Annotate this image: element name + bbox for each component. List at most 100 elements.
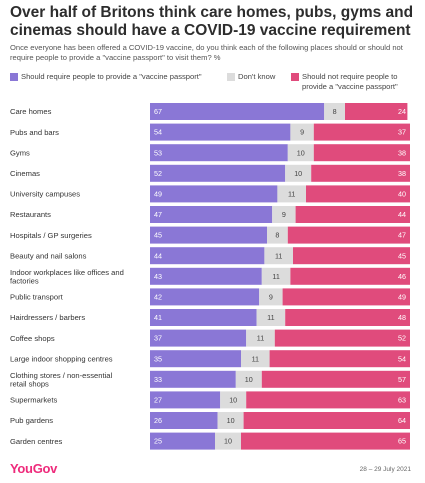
value-label-dont-know-gyms: 10 [297, 148, 305, 157]
value-label-require-large-indoor-shopping-centres: 35 [154, 354, 162, 363]
value-label-require-clothing-stores-non-essential-retail-shops: 33 [154, 375, 162, 384]
value-label-dont-know-university-campuses: 11 [288, 190, 295, 199]
value-label-not-require-gyms: 38 [398, 148, 406, 157]
value-label-not-require-hospitals-gp-surgeries: 47 [398, 231, 406, 240]
bar-dont-know-university-campuses [277, 185, 306, 203]
bar-dont-know-hospitals-gp-surgeries [267, 226, 288, 244]
bar-not-require-large-indoor-shopping-centres [269, 350, 410, 368]
bar-dont-know-public-transport [259, 288, 283, 306]
category-label-indoor-workplaces-like-offices-and-factories: Indoor workplaces like offices and factor… [10, 268, 124, 286]
category-label-garden-centres: Garden centres [10, 437, 63, 446]
bar-require-hairdressers-barbers [150, 309, 257, 326]
bar-dont-know-supermarkets [220, 391, 247, 409]
value-label-require-cinemas: 52 [154, 169, 162, 178]
value-label-require-university-campuses: 49 [154, 190, 162, 199]
bar-dont-know-care-homes [324, 103, 345, 120]
bar-dont-know-cinemas [285, 164, 312, 182]
bar-require-public-transport [150, 288, 260, 306]
bar-not-require-care-homes [345, 103, 408, 120]
value-label-require-coffee-shops: 37 [154, 334, 162, 343]
bar-require-pub-gardens [150, 412, 218, 429]
value-label-not-require-care-homes: 24 [398, 107, 406, 116]
bar-dont-know-pub-gardens [217, 412, 244, 429]
value-label-require-supermarkets: 27 [154, 396, 162, 405]
value-label-require-care-homes: 67 [154, 107, 162, 116]
value-label-dont-know-pubs-and-bars: 9 [300, 128, 304, 137]
legend-label-require: Should require people to provide a "vacc… [21, 72, 202, 81]
chart-subtitle: Once everyone has been offered a COVID-1… [10, 43, 403, 62]
value-label-dont-know-clothing-stores-non-essential-retail-shops: 10 [245, 375, 253, 384]
bar-not-require-indoor-workplaces-like-offices-and-factories [290, 267, 410, 285]
bar-dont-know-hairdressers-barbers [256, 309, 286, 326]
category-label-coffee-shops: Coffee shops [10, 334, 55, 343]
value-label-not-require-large-indoor-shopping-centres: 54 [398, 354, 406, 363]
bar-require-coffee-shops [150, 329, 247, 347]
bar-require-cinemas [150, 164, 286, 182]
category-label-restaurants: Restaurants [10, 210, 51, 219]
category-label-public-transport: Public transport [10, 293, 64, 302]
bar-dont-know-restaurants [272, 206, 296, 223]
value-label-not-require-supermarkets: 63 [398, 396, 406, 405]
bar-require-garden-centres [150, 432, 215, 450]
value-label-dont-know-beauty-and-nail-salons: 11 [275, 251, 282, 260]
bar-not-require-pubs-and-bars [313, 123, 410, 141]
value-label-require-public-transport: 42 [154, 293, 162, 302]
value-label-not-require-public-transport: 49 [398, 293, 406, 302]
bar-require-gyms [150, 144, 288, 162]
bar-not-require-supermarkets [246, 391, 410, 409]
bar-require-university-campuses [150, 185, 278, 203]
bar-not-require-hospitals-gp-surgeries [287, 226, 410, 244]
category-label-care-homes: Care homes [10, 107, 52, 116]
value-label-not-require-university-campuses: 40 [398, 190, 406, 199]
bar-not-require-coffee-shops [274, 329, 410, 347]
value-label-dont-know-cinemas: 10 [294, 169, 302, 178]
bar-require-indoor-workplaces-like-offices-and-factories [150, 267, 262, 285]
value-label-not-require-beauty-and-nail-salons: 45 [398, 251, 406, 260]
value-label-dont-know-hospitals-gp-surgeries: 8 [275, 231, 279, 240]
bar-dont-know-large-indoor-shopping-centres [241, 350, 270, 368]
bar-dont-know-clothing-stores-non-essential-retail-shops [235, 370, 262, 388]
bar-not-require-restaurants [295, 206, 410, 223]
bar-dont-know-gyms [287, 144, 314, 162]
bar-dont-know-pubs-and-bars [290, 123, 314, 141]
value-label-dont-know-indoor-workplaces-like-offices-and-factories: 11 [272, 272, 279, 281]
value-label-not-require-hairdressers-barbers: 48 [398, 313, 406, 322]
value-label-dont-know-care-homes: 8 [333, 107, 337, 116]
bar-not-require-clothing-stores-non-essential-retail-shops [261, 370, 410, 388]
category-label-cinemas: Cinemas [10, 169, 40, 178]
value-label-not-require-coffee-shops: 52 [398, 334, 406, 343]
value-label-require-hairdressers-barbers: 41 [154, 313, 162, 322]
value-label-dont-know-public-transport: 9 [269, 293, 273, 302]
value-label-require-hospitals-gp-surgeries: 45 [154, 231, 162, 240]
yougov-logo: YouGov [10, 461, 58, 476]
bar-dont-know-coffee-shops [246, 329, 275, 347]
legend-label-dont-know: Don't know [238, 72, 276, 81]
value-label-dont-know-supermarkets: 10 [229, 396, 237, 405]
value-label-not-require-pub-gardens: 64 [398, 416, 406, 425]
category-label-pubs-and-bars: Pubs and bars [10, 128, 59, 137]
category-label-hairdressers-barbers: Hairdressers / barbers [10, 313, 85, 322]
value-label-require-indoor-workplaces-like-offices-and-factories: 43 [154, 272, 162, 281]
bar-not-require-garden-centres [241, 432, 410, 450]
bar-dont-know-beauty-and-nail-salons [264, 247, 293, 265]
legend-swatch-not-require [291, 73, 299, 81]
legend-swatch-require [10, 73, 18, 81]
value-label-not-require-restaurants: 44 [398, 210, 406, 219]
value-label-require-garden-centres: 25 [154, 437, 162, 446]
category-label-hospitals-gp-surgeries: Hospitals / GP surgeries [10, 231, 92, 240]
value-label-not-require-cinemas: 38 [398, 169, 406, 178]
value-label-not-require-indoor-workplaces-like-offices-and-factories: 46 [398, 272, 406, 281]
value-label-dont-know-pub-gardens: 10 [227, 416, 235, 425]
bar-require-restaurants [150, 206, 273, 223]
category-label-beauty-and-nail-salons: Beauty and nail salons [10, 251, 87, 260]
value-label-not-require-pubs-and-bars: 37 [398, 128, 406, 137]
bar-not-require-university-campuses [306, 185, 410, 203]
value-label-require-gyms: 53 [154, 148, 162, 157]
value-label-require-restaurants: 47 [154, 210, 162, 219]
survey-date: 28 – 29 July 2021 [359, 466, 411, 473]
chart-title: Over half of Britons think care homes, p… [10, 4, 414, 39]
value-label-not-require-clothing-stores-non-essential-retail-shops: 57 [398, 375, 406, 384]
category-label-clothing-stores-non-essential-retail-shops: Clothing stores / non-essential retail sh… [10, 371, 112, 389]
bar-require-supermarkets [150, 391, 221, 409]
